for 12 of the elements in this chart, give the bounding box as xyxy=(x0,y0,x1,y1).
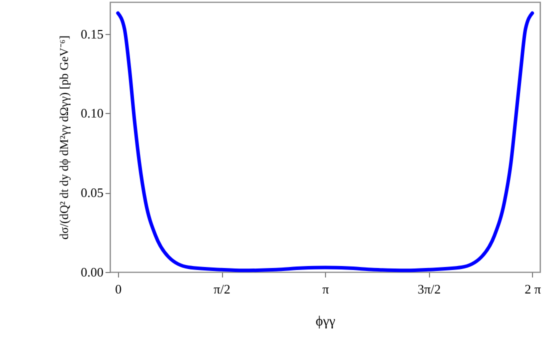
x-tick-label: 0 xyxy=(115,282,122,296)
x-tick-label: 3π/2 xyxy=(418,282,441,296)
x-tick-label: π/2 xyxy=(214,282,230,296)
y-axis-title: dσ/(dQ² dt dy dϕ dM²γγ dΩγγ) [pb GeV⁻⁶] xyxy=(56,36,71,240)
x-axis-title: ϕγγ xyxy=(316,314,336,330)
line-series xyxy=(116,11,534,272)
x-tick-label: 2 π xyxy=(524,282,542,296)
x-tick-label: π xyxy=(322,282,330,296)
y-tick-label: 0.05 xyxy=(80,185,104,200)
y-tick-label: 0.00 xyxy=(80,264,104,280)
y-tick-label: 0.10 xyxy=(80,106,104,121)
y-tick-label: 0.15 xyxy=(80,26,104,42)
